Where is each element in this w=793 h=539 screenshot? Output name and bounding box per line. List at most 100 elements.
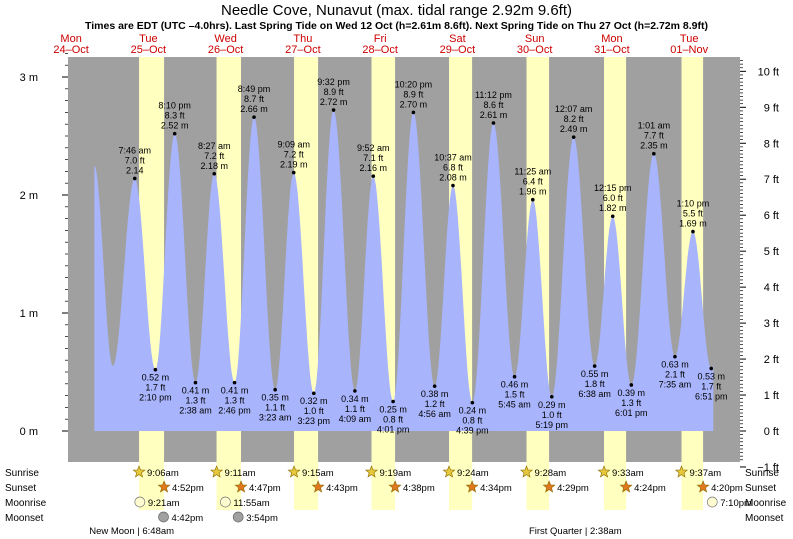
high-tide-label: 12:15 pm6.0 ft1.82 m (594, 183, 632, 213)
tide-height-ft: 1.1 ft (345, 404, 366, 414)
tide-time: 4:56 am (418, 409, 451, 419)
tide-height-m: 2.72 m (320, 97, 348, 107)
sun-moon-rows: Sunrise Sunrise Sunset Sunset Moonrise Moonri… (5, 465, 787, 524)
tide-height-m: 0.41 m (182, 386, 210, 396)
sunset-icon (234, 480, 248, 493)
sunrise-time: 9:24am (457, 468, 489, 479)
moon-phase-label: First Quarter | 2:38am (529, 526, 622, 537)
tide-labels: 7:46 am7.0 ft2.140.52 m1.7 ft2:10 pm8:10… (119, 77, 728, 436)
sunrise-icon (210, 465, 224, 478)
sunrise-time: 9:28am (535, 468, 567, 479)
tide-height-ft: 6.0 ft (603, 193, 624, 203)
sunset-icon (465, 480, 479, 493)
moonrise-time: 7:10pm (720, 498, 752, 509)
low-tide-point (629, 383, 634, 387)
right-axis-tick-label: 0 ft (764, 426, 779, 438)
low-tide-point (391, 399, 395, 404)
low-tide-label: 0.34 m1.1 ft4:09 am (339, 394, 372, 424)
sunrise-icon (520, 465, 533, 478)
low-tide-label: 0.38 m1.2 ft4:56 am (418, 389, 451, 419)
low-tide-point (353, 389, 357, 393)
sunset-icon (388, 480, 402, 493)
tide-height-ft: 7.2 ft (284, 150, 305, 160)
tide-time: 1:10 pm (677, 199, 710, 209)
high-tide-point (530, 197, 535, 202)
tide-time: 4:39 pm (456, 426, 489, 436)
tide-height-ft: 7.1 ft (363, 153, 384, 163)
tide-time: 3:23 pm (298, 416, 331, 426)
tide-time: 11:12 pm (475, 90, 512, 100)
moonset-icon (232, 511, 244, 523)
tide-height-m: 2.61 m (480, 110, 508, 120)
day-header-dow: Sun (525, 33, 545, 45)
tide-height-ft: 1.7 ft (145, 383, 166, 393)
tide-time: 11:25 am (514, 167, 551, 177)
chart-title: Needle Cove, Nunavut (max. tidal range 2… (221, 2, 572, 19)
tide-height-m: 0.34 m (341, 394, 369, 404)
tide-height-m: 2.18 m (200, 161, 228, 171)
tide-height-ft: 8.7 ft (244, 94, 265, 104)
day-header-dow: Mon (60, 33, 81, 45)
tide-height-m: 2.52 m (161, 121, 189, 131)
right-axis-tick-label: 8 ft (764, 138, 779, 150)
tide-height-m: 0.53 m (697, 371, 725, 381)
tide-height-ft: 1.3 ft (621, 398, 642, 408)
tide-height-ft: 1.8 ft (585, 379, 606, 389)
row-label-left: Moonrise (5, 498, 47, 509)
day-header-date: 28–Oct (362, 44, 397, 56)
low-tide-label: 0.46 m1.5 ft5:45 am (498, 380, 531, 410)
tide-time: 6:38 am (578, 389, 611, 399)
low-tide-label: 0.63 m2.1 ft7:35 am (659, 360, 692, 390)
tide-height-ft: 8.9 ft (324, 87, 345, 97)
row-label-left: Moonset (5, 513, 44, 524)
tide-time: 2:38 am (179, 406, 212, 416)
high-tide-label: 10:20 pm8.9 ft2.70 m (395, 79, 433, 109)
sunrise-time: 9:33am (612, 468, 644, 479)
sunset-icon (157, 480, 171, 493)
day-header-date: 29–Oct (440, 44, 475, 56)
day-header-date: 25–Oct (131, 44, 166, 56)
tide-height-m: 1.69 m (679, 219, 707, 229)
tide-height-m: 2.49 m (560, 124, 588, 134)
left-axis-tick-label: 0 m (20, 426, 38, 438)
tide-time: 8:49 pm (238, 84, 271, 94)
sunrise-icon (132, 465, 146, 478)
sunset-time: 4:47pm (249, 483, 281, 494)
day-header-date: 27–Oct (285, 44, 320, 56)
right-axis-tick-label: 1 ft (764, 390, 779, 402)
sunrise-time: 9:37am (690, 468, 722, 479)
tide-height-ft: 6.8 ft (443, 163, 464, 173)
tide-height-m: 2.16 m (360, 163, 388, 173)
tide-height-ft: 1.3 ft (185, 396, 206, 406)
low-tide-point (232, 380, 237, 385)
low-tide-label: 0.55 m1.8 ft6:38 am (578, 369, 611, 399)
tide-height-ft: 5.5 ft (683, 209, 704, 219)
moon-phases: New Moon | 6:48am First Quarter | 2:38am (89, 526, 622, 537)
day-header-dow: Mon (601, 33, 622, 45)
tide-time: 1:01 am (638, 121, 671, 131)
low-tide-point (549, 394, 554, 399)
row-label-left: Sunrise (5, 468, 39, 479)
high-tide-label: 9:09 am7.2 ft2.19 m (277, 140, 310, 170)
low-tide-point (311, 391, 316, 396)
high-tide-point (571, 135, 576, 139)
tide-height-m: 1.96 m (519, 187, 547, 197)
tide-height-ft: 1.5 ft (505, 390, 526, 400)
sunset-icon (542, 480, 556, 493)
sunrise-icon (365, 465, 378, 478)
tide-height-m: 0.29 m (538, 400, 566, 410)
high-tide-point (451, 183, 455, 188)
tide-height-ft: 8.6 ft (483, 100, 504, 110)
tide-time: 12:15 pm (594, 183, 632, 193)
low-tide-label: 0.52 m1.7 ft2:10 pm (139, 373, 172, 403)
moonrise-icon (706, 496, 718, 508)
low-tide-point (273, 387, 277, 392)
tide-height-ft: 0.8 ft (462, 416, 483, 426)
high-tide-label: 8:27 am7.2 ft2.18 m (198, 141, 231, 171)
day-header-dow: Tue (680, 33, 699, 45)
day-header-date: 26–Oct (208, 44, 243, 56)
row-label-left: Sunset (5, 483, 36, 494)
low-tide-point (709, 366, 714, 371)
sunrise-time: 9:11am (225, 468, 256, 479)
high-tide-label: 1:01 am7.7 ft2.35 m (638, 121, 671, 151)
